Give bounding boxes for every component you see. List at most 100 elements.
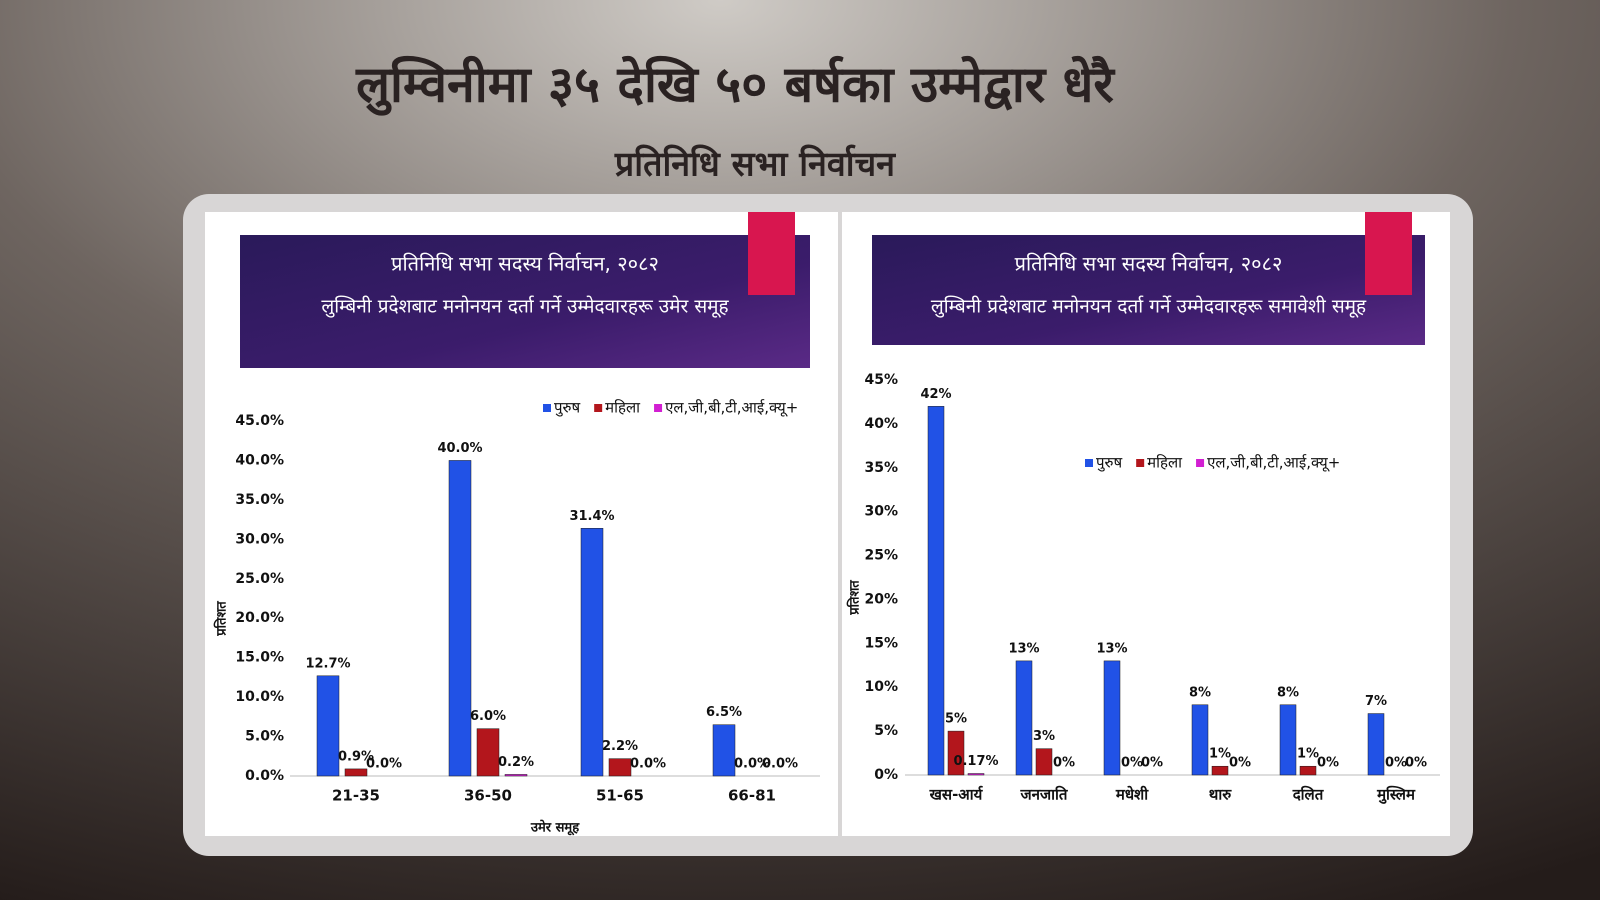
headline: लुम्विनीमा ३५ देखि ५० बर्षका उम्मेद्वार …	[355, 56, 1115, 117]
bar	[1015, 660, 1033, 776]
value-label: 0.2%	[498, 755, 534, 770]
y-axis-label: प्रतिशत	[847, 580, 863, 616]
value-label: 13%	[1096, 641, 1127, 656]
value-label: 13%	[1008, 641, 1039, 656]
value-label: 0%	[1405, 756, 1427, 771]
value-label: 1%	[1297, 747, 1319, 762]
x-tick-label: 36-50	[464, 787, 512, 805]
value-label: 31.4%	[569, 509, 614, 524]
bar	[712, 724, 736, 777]
y-tick-label: 5.0%	[245, 729, 284, 745]
value-label: 8%	[1189, 685, 1211, 700]
bar	[316, 675, 340, 777]
x-tick-label: 66-81	[728, 787, 776, 805]
header-banner	[240, 235, 810, 368]
value-label: 5%	[945, 712, 967, 727]
value-label: 2.2%	[602, 739, 638, 754]
legend-swatch	[1085, 459, 1093, 467]
value-label: 7%	[1365, 694, 1387, 709]
bar	[1191, 704, 1209, 776]
value-label: 0%	[1121, 756, 1143, 771]
bar	[1279, 704, 1297, 776]
value-label: 8%	[1277, 685, 1299, 700]
bar	[448, 460, 472, 777]
value-label: 0%	[1141, 756, 1163, 771]
legend-swatch	[1136, 459, 1145, 467]
header-banner	[872, 235, 1425, 345]
x-tick-label: मधेशी	[1115, 786, 1149, 804]
bar	[344, 768, 368, 777]
y-axis-label: प्रतिशत	[214, 601, 230, 637]
legend-label: एल,जी,बी,टी,आई,क्यू+	[665, 399, 798, 418]
legend-label: महिला	[605, 399, 641, 417]
bar	[476, 728, 500, 777]
value-label: 0.9%	[338, 749, 374, 764]
y-tick-label: 45.0%	[235, 413, 284, 429]
x-tick-label: थारु	[1209, 786, 1232, 804]
bar	[1103, 660, 1121, 776]
bar	[967, 773, 985, 776]
value-label: 12.7%	[305, 656, 350, 671]
y-tick-label: 30.0%	[235, 531, 284, 547]
x-tick-label: 21-35	[332, 787, 380, 805]
x-tick-label: खस-आर्य	[929, 786, 984, 804]
legend-swatch	[1196, 459, 1205, 467]
bar	[504, 774, 528, 777]
chart-subtitle: लुम्बिनी प्रदेशबाट मनोनयन दर्ता गर्ने उम…	[931, 295, 1367, 319]
chart-subtitle: लुम्बिनी प्रदेशबाट मनोनयन दर्ता गर्ने उम…	[321, 295, 729, 319]
y-tick-label: 45%	[864, 372, 898, 388]
legend-label: एल,जी,बी,टी,आई,क्यू+	[1207, 454, 1340, 473]
legend-swatch	[654, 404, 663, 412]
legend-label: पुरुष	[1096, 454, 1122, 473]
legend-swatch	[543, 404, 551, 412]
y-tick-label: 40.0%	[235, 452, 284, 468]
y-tick-label: 15%	[864, 635, 898, 651]
value-label: 0.0%	[734, 757, 770, 772]
y-tick-label: 10.0%	[235, 689, 284, 705]
sub-headline: प्रतिनिधि सभा निर्वाचन	[614, 144, 896, 185]
bar	[947, 730, 965, 776]
y-tick-label: 25.0%	[235, 571, 284, 587]
legend-label: महिला	[1147, 454, 1183, 472]
value-label: 1%	[1209, 747, 1231, 762]
bar	[1299, 765, 1317, 776]
legend-label: पुरुष	[554, 399, 580, 418]
x-tick-label: दलित	[1292, 786, 1325, 804]
y-tick-label: 30%	[864, 504, 898, 520]
x-axis-label: उमेर समूह	[530, 820, 580, 836]
value-label: 42%	[920, 387, 951, 402]
y-tick-label: 0.0%	[245, 768, 284, 784]
bar	[608, 758, 632, 777]
y-tick-label: 20.0%	[235, 610, 284, 626]
value-label: 0.0%	[762, 757, 798, 772]
value-label: 6.5%	[706, 705, 742, 720]
value-label: 0.0%	[630, 757, 666, 772]
y-tick-label: 15.0%	[235, 650, 284, 666]
value-label: 0%	[1053, 756, 1075, 771]
bar	[1367, 713, 1385, 776]
x-tick-label: जनजाति	[1020, 786, 1069, 804]
value-label: 0%	[1317, 756, 1339, 771]
bar	[580, 528, 604, 777]
value-label: 6.0%	[470, 709, 506, 724]
y-tick-label: 20%	[864, 591, 898, 607]
value-label: 0.0%	[366, 757, 402, 772]
bar	[1035, 748, 1053, 776]
y-tick-label: 35.0%	[235, 492, 284, 508]
accent-square	[748, 212, 795, 295]
x-tick-label: मुस्लिम	[1376, 786, 1416, 805]
value-label: 0%	[1385, 756, 1407, 771]
x-tick-label: 51-65	[596, 787, 644, 805]
value-label: 0.17%	[953, 754, 998, 769]
value-label: 3%	[1033, 729, 1055, 744]
bar	[1211, 765, 1229, 776]
y-tick-label: 0%	[874, 767, 898, 783]
y-tick-label: 10%	[864, 679, 898, 695]
y-tick-label: 35%	[864, 460, 898, 476]
chart-title: प्रतिनिधि सभा सदस्य निर्वाचन, २०८२	[391, 252, 659, 276]
y-tick-label: 25%	[864, 548, 898, 564]
y-tick-label: 5%	[874, 723, 898, 739]
chart-title: प्रतिनिधि सभा सदस्य निर्वाचन, २०८२	[1015, 252, 1283, 276]
